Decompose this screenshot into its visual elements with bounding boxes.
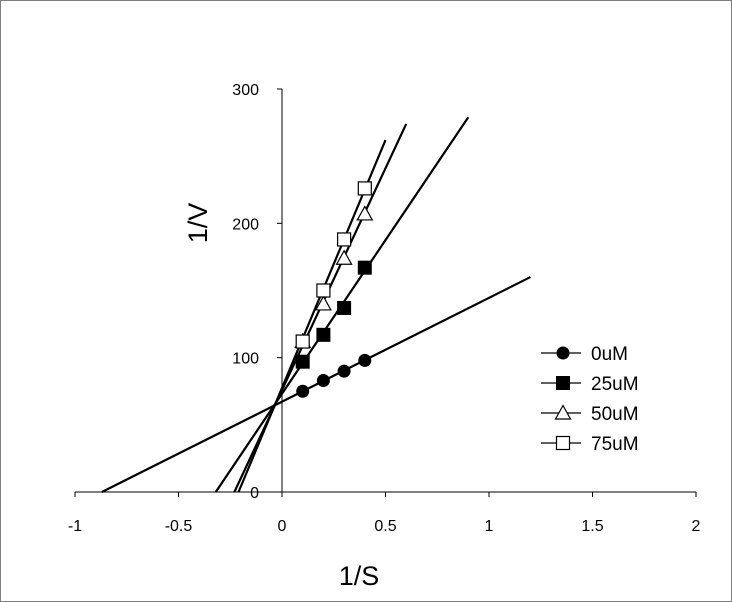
data-point-0-2 [337,364,351,378]
x-tick-label: -0.5 [165,518,193,535]
trendline-0 [101,276,531,493]
data-point-1-0 [295,354,310,369]
data-point-1-3 [357,260,372,275]
data-point-2-2 [335,249,353,265]
y-tick-label: 100 [232,351,259,368]
x-tick-label: -1 [68,518,82,535]
y-axis-title: 1/V [183,203,213,244]
data-point-0-3 [358,353,372,367]
legend-label-3: 75uM [591,434,639,455]
y-tick-label: 0 [250,485,259,502]
data-point-3-0 [295,334,310,349]
x-tick-label: 0 [278,518,287,535]
data-point-0-1 [316,374,330,388]
legend-marker-3 [555,435,571,451]
x-tick-label: 1 [485,518,494,535]
x-tick-label: 2 [692,518,701,535]
data-point-2-1 [314,295,332,311]
legend-label-1: 25uM [591,374,639,395]
data-point-0-0 [296,384,310,398]
legend-label-2: 50uM [591,404,639,425]
data-point-3-1 [316,283,331,298]
data-point-3-3 [357,181,372,196]
legend-marker-0 [556,346,570,360]
legend-label-0: 0uM [591,344,628,365]
data-point-1-1 [316,327,331,342]
trendline-3 [237,139,387,493]
x-axis-title: 1/S [339,561,380,591]
y-tick-label: 300 [232,82,259,99]
legend-marker-1 [556,376,570,390]
data-point-2-3 [356,205,374,221]
legend-marker-2 [554,404,572,420]
x-tick-label: 1.5 [581,518,603,535]
x-tick-label: 0.5 [374,518,396,535]
data-point-3-2 [337,232,352,247]
y-tick-label: 200 [232,216,259,233]
data-point-1-2 [337,300,352,315]
